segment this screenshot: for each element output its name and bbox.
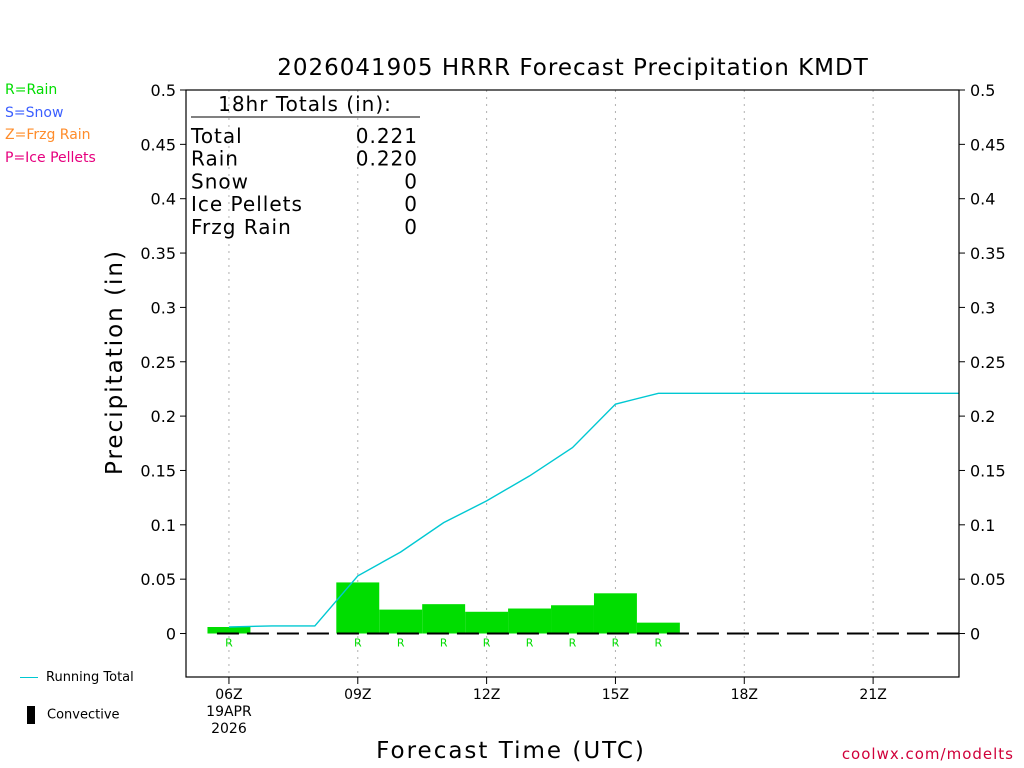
y-tick-label-left: 0.3 bbox=[151, 298, 176, 317]
precip-bar bbox=[207, 626, 251, 634]
y-tick-label-left: 0.45 bbox=[140, 135, 176, 154]
convective-legend-label: Convective bbox=[47, 707, 120, 723]
y-tick-label-right: 0 bbox=[970, 625, 980, 644]
precip-type-marker: R bbox=[612, 637, 620, 650]
y-tick-label-right: 0.05 bbox=[970, 570, 1006, 589]
x-tick-label: 21Z bbox=[859, 687, 886, 703]
y-tick-label-left: 0.15 bbox=[140, 461, 176, 480]
x-tick-label: 09Z bbox=[344, 687, 371, 703]
legend-rain: R=Rain bbox=[5, 82, 58, 98]
y-tick-label-left: 0.5 bbox=[151, 81, 176, 100]
x-tick-label: 19APR bbox=[206, 704, 252, 720]
totals-row-label: Snow bbox=[191, 169, 249, 193]
y-tick-label-right: 0.25 bbox=[970, 353, 1006, 372]
legend-snow: S=Snow bbox=[5, 105, 64, 121]
precip-bar bbox=[465, 611, 509, 634]
totals-row-label: Total bbox=[190, 124, 243, 148]
convective-bar-icon bbox=[27, 706, 35, 724]
chart-title: 2026041905 HRRR Forecast Precipitation K… bbox=[277, 55, 869, 81]
x-tick-label: 12Z bbox=[473, 687, 500, 703]
y-tick-label-right: 0.5 bbox=[970, 81, 995, 100]
precip-bar bbox=[422, 604, 466, 634]
totals-row-label: Rain bbox=[191, 147, 239, 171]
y-tick-label-left: 0.35 bbox=[140, 244, 176, 263]
totals-row-value: 0 bbox=[404, 215, 418, 239]
precip-type-marker: R bbox=[569, 637, 577, 650]
y-tick-label-right: 0.3 bbox=[970, 298, 995, 317]
y-tick-label-right: 0.1 bbox=[970, 516, 995, 535]
precip-type-marker: R bbox=[483, 637, 491, 650]
precip-bar bbox=[336, 582, 380, 634]
totals-row-label: Ice Pellets bbox=[191, 192, 303, 216]
y-tick-label-right: 0.2 bbox=[970, 407, 995, 426]
totals-row-value: 0 bbox=[404, 169, 418, 193]
precip-type-marker: R bbox=[655, 637, 663, 650]
y-axis-label: Precipitation (in) bbox=[102, 249, 128, 475]
totals-header: 18hr Totals (in): bbox=[218, 92, 392, 116]
x-axis-label: Forecast Time (UTC) bbox=[376, 738, 646, 764]
precip-bar bbox=[508, 608, 552, 634]
x-tick-label: 15Z bbox=[602, 687, 629, 703]
y-tick-label-left: 0.25 bbox=[140, 353, 176, 372]
y-tick-label-left: 0.05 bbox=[140, 570, 176, 589]
precip-bar bbox=[593, 593, 637, 634]
y-tick-label-left: 0 bbox=[166, 625, 176, 644]
precip-type-marker: R bbox=[397, 637, 405, 650]
totals-row-value: 0 bbox=[404, 192, 418, 216]
running-total-legend-label: Running Total bbox=[46, 670, 134, 685]
precip-type-marker: R bbox=[354, 637, 362, 650]
y-tick-label-left: 0.4 bbox=[151, 190, 176, 209]
y-tick-label-right: 0.4 bbox=[970, 190, 995, 209]
running-total-legend: Running Total bbox=[20, 670, 134, 685]
precip-bar bbox=[379, 609, 423, 634]
totals-row-label: Frzg Rain bbox=[191, 215, 292, 239]
legend-frzg-rain: Z=Frzg Rain bbox=[5, 127, 91, 143]
totals-row-value: 0.221 bbox=[356, 124, 418, 148]
convective-legend: Convective bbox=[20, 706, 120, 724]
x-tick-label: 2026 bbox=[211, 721, 247, 737]
precip-type-marker: R bbox=[526, 637, 534, 650]
running-total-line-icon bbox=[20, 677, 38, 678]
precip-type-marker: R bbox=[225, 637, 233, 650]
credit-link[interactable]: coolwx.com/modelts bbox=[841, 745, 1014, 763]
totals-row-value: 0.220 bbox=[356, 147, 418, 171]
running-total-line bbox=[228, 392, 959, 628]
precip-type-marker: R bbox=[440, 637, 448, 650]
y-tick-label-left: 0.2 bbox=[151, 407, 176, 426]
plot-frame bbox=[185, 89, 960, 678]
precip-bar bbox=[551, 605, 594, 634]
y-tick-label-right: 0.45 bbox=[970, 135, 1006, 154]
x-tick-label: 18Z bbox=[731, 687, 758, 703]
x-tick-label: 06Z bbox=[215, 687, 242, 703]
legend-ice-pellets: P=Ice Pellets bbox=[5, 150, 96, 166]
precip-bar bbox=[636, 622, 680, 634]
y-tick-label-left: 0.1 bbox=[151, 516, 176, 535]
y-tick-label-right: 0.35 bbox=[970, 244, 1006, 263]
y-tick-label-right: 0.15 bbox=[970, 461, 1006, 480]
